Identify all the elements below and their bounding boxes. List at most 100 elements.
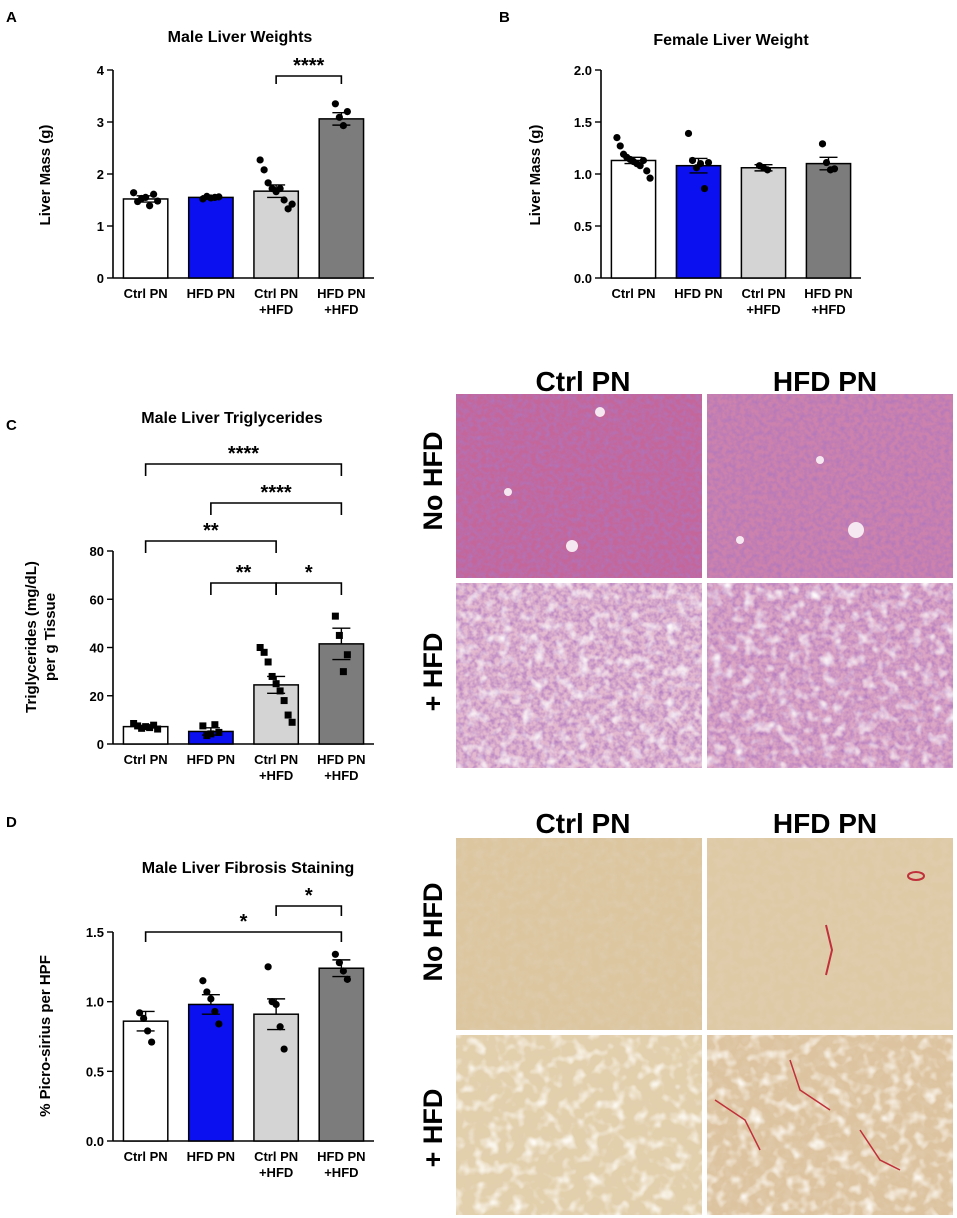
data-point — [136, 1009, 144, 1017]
he-image-hfd-hfd — [707, 583, 953, 768]
x-tick-label: Ctrl PN — [254, 286, 298, 301]
data-point — [130, 189, 138, 197]
data-point — [700, 184, 709, 193]
he-image-ctrl-hfd — [456, 583, 702, 768]
data-point — [260, 166, 268, 174]
y-tick-label: 4 — [97, 63, 105, 78]
x-tick-label: HFD PN — [674, 286, 722, 301]
histology-he-panel: Ctrl PN HFD PN No HFD + HFD — [418, 366, 953, 768]
data-point — [343, 651, 351, 659]
y-tick-label: 1.0 — [86, 995, 104, 1010]
data-point — [215, 193, 223, 201]
data-point — [339, 967, 347, 975]
data-point — [763, 166, 772, 174]
he-col-label-hfd: HFD PN — [773, 366, 877, 397]
bar — [122, 1020, 169, 1142]
data-point — [688, 156, 697, 165]
x-tick-label: Ctrl PN — [124, 1149, 168, 1164]
data-point — [272, 680, 280, 688]
x-tick-label: HFD PN — [317, 1149, 365, 1164]
data-point — [150, 721, 158, 729]
x-tick-label: Ctrl PN — [741, 286, 785, 301]
data-point — [616, 142, 624, 150]
he-col-label-ctrl: Ctrl PN — [536, 366, 631, 397]
y-axis-label: % Picro-sirius per HPF — [37, 955, 54, 1117]
x-tick-label: +HFD — [746, 302, 780, 317]
y-axis-label: Liver Mass (g) — [37, 125, 54, 226]
data-point — [144, 1027, 152, 1035]
data-point — [138, 724, 146, 732]
significance-bracket — [144, 540, 277, 553]
female-liver-weight-chart: Female Liver Weight Liver Mass (g) 0.0 0.5 1… — [527, 32, 861, 317]
data-point — [207, 730, 215, 738]
x-tick-label: HFD PN — [187, 1149, 235, 1164]
y-tick-label: 40 — [90, 641, 104, 656]
panel-label-c: C — [6, 417, 17, 434]
significance-bracket — [275, 75, 343, 84]
bar — [740, 167, 787, 279]
chart-title: Male Liver Fibrosis Staining — [142, 860, 355, 877]
bar — [253, 1013, 300, 1142]
bar — [122, 198, 169, 279]
data-point — [150, 190, 158, 198]
y-tick-label: 2 — [97, 167, 104, 182]
significance-bracket — [275, 582, 343, 595]
data-point — [264, 179, 272, 187]
y-tick-label: 80 — [90, 544, 104, 559]
chart-title: Male Liver Triglycerides — [141, 410, 323, 427]
data-point — [276, 687, 284, 695]
data-point — [148, 1038, 156, 1046]
x-tick-label: +HFD — [259, 1165, 293, 1180]
data-point — [142, 193, 150, 201]
y-axis-label: Triglycerides (mg/dL) per g Tissue — [23, 561, 59, 713]
y-tick-label: 1.5 — [86, 925, 104, 940]
data-point — [284, 711, 292, 719]
y-tick-label: 3 — [97, 115, 104, 130]
data-point — [215, 1020, 223, 1028]
data-point — [343, 975, 351, 983]
data-point — [146, 724, 154, 732]
y-axis-label-line: per g Tissue — [42, 593, 59, 681]
bar — [675, 164, 722, 279]
y-tick-label: 20 — [90, 689, 104, 704]
y-tick-label: 0 — [97, 737, 104, 752]
data-point — [211, 1007, 219, 1016]
significance-bracket — [210, 502, 343, 515]
x-tick-label: +HFD — [324, 768, 358, 783]
x-tick-label: HFD PN — [804, 286, 852, 301]
y-tick-label: 0.0 — [574, 271, 592, 286]
data-point — [199, 722, 207, 730]
data-point — [696, 160, 705, 168]
data-point — [331, 100, 339, 108]
y-tick-label: 1.0 — [574, 167, 592, 182]
data-point — [140, 1014, 148, 1022]
picro-col-label-ctrl: Ctrl PN — [536, 808, 631, 839]
male-liver-triglycerides-chart: Male Liver Triglycerides Triglycerides (m… — [23, 410, 374, 783]
data-point — [264, 963, 272, 971]
bar — [187, 196, 234, 279]
data-point — [639, 156, 648, 165]
significance-label: * — [305, 885, 313, 907]
male-liver-fibrosis-chart: Male Liver Fibrosis Staining % Picro-siri… — [37, 860, 374, 1180]
data-point — [339, 668, 347, 676]
data-point — [613, 134, 621, 142]
significance-label: ** — [203, 520, 219, 542]
x-tick-label: HFD PN — [187, 752, 235, 767]
x-tick-label: HFD PN — [187, 286, 235, 301]
he-image-hfd-no-hfd — [707, 394, 953, 578]
data-point — [203, 732, 211, 740]
data-point — [272, 1000, 280, 1009]
significance-label: * — [305, 562, 313, 584]
chart-title: Female Liver Weight — [653, 32, 809, 49]
y-tick-label: 0.5 — [86, 1064, 104, 1079]
he-row-label-hfd: + HFD — [418, 633, 448, 712]
picro-image-hfd-hfd — [707, 1035, 953, 1215]
bar — [318, 643, 365, 745]
x-tick-label: +HFD — [324, 1165, 358, 1180]
male-liver-weights-chart: Male Liver Weights Liver Mass (g) 0 1 2 3 4 Ctr… — [37, 29, 374, 317]
data-point — [704, 158, 713, 167]
bar — [318, 118, 365, 279]
data-point — [335, 631, 343, 639]
data-point — [284, 205, 292, 213]
data-point — [684, 129, 693, 138]
